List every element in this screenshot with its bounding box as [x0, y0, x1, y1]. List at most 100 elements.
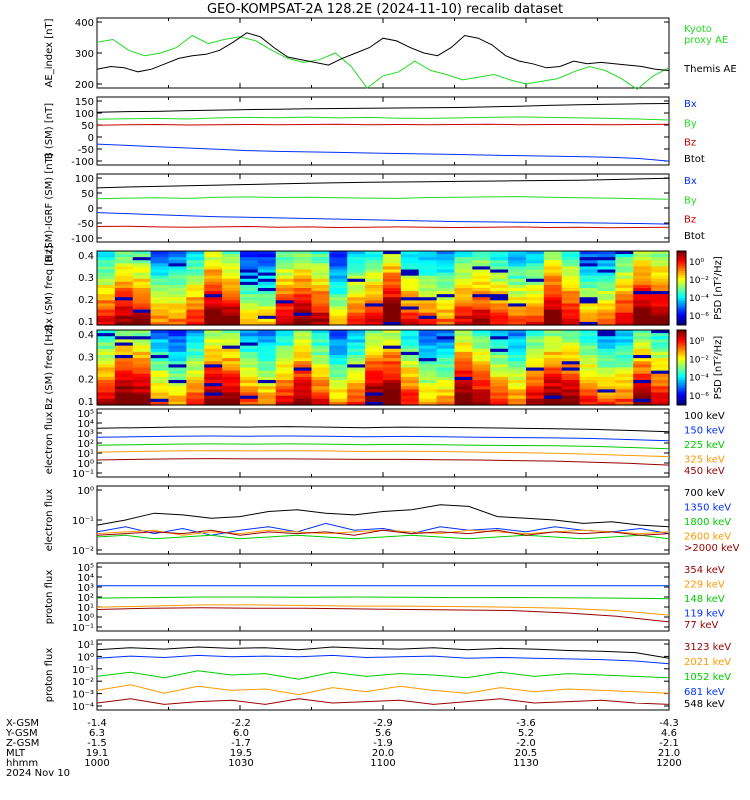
heatmap-cell: [204, 336, 223, 340]
heatmap-cell: [597, 370, 616, 375]
heatmap-cell: [240, 342, 259, 347]
heatmap-cell: [347, 254, 366, 258]
heatmap-cell: [472, 297, 491, 301]
heatmap-cell: [526, 272, 545, 277]
heatmap-cell: [418, 339, 438, 344]
heatmap-cell: [347, 392, 366, 397]
heatmap-cell: [240, 367, 259, 372]
heatmap-cell: [490, 398, 509, 403]
heatmap-cell: [400, 351, 420, 356]
legend-label: By: [684, 195, 697, 206]
heatmap-cell: [222, 284, 241, 289]
heatmap-cell: [579, 278, 599, 283]
heatmap-cell: [204, 342, 223, 347]
heatmap-cell: [257, 345, 277, 350]
heatmap-cell: [561, 386, 581, 390]
heatmap-cell: [293, 254, 313, 258]
heatmap-cell: [293, 300, 313, 305]
heatmap-cell: [400, 275, 420, 280]
heatmap-cell: [257, 284, 277, 289]
heatmap-cell: [311, 266, 330, 271]
heatmap-cell: [222, 266, 241, 271]
heatmap-cell: [579, 392, 599, 397]
colorbar-step: [677, 253, 686, 257]
heatmap-cell: [454, 321, 473, 326]
colorbar-step: [677, 375, 686, 378]
heatmap-cell: [651, 257, 670, 261]
heatmap-cell: [293, 389, 313, 394]
colorbar-step: [677, 315, 686, 319]
heatmap-cell: [579, 386, 599, 390]
heatmap-cell: [418, 291, 438, 295]
heatmap-cell: [383, 278, 402, 283]
heatmap-cell: [543, 383, 563, 387]
heatmap-cell: [329, 300, 348, 305]
colorbar-step: [677, 258, 686, 262]
heatmap-cell: [633, 318, 652, 323]
heatmap-cell: [561, 336, 581, 340]
heatmap-cell: [240, 312, 259, 317]
heatmap-cell: [561, 345, 581, 350]
heatmap-cell: [561, 364, 581, 369]
heatmap-cell: [633, 364, 652, 369]
heatmap-cell: [436, 336, 456, 340]
heatmap-cell: [293, 312, 313, 317]
colorbar-tick-label: 10⁻⁶: [689, 312, 709, 322]
heatmap-cell: [132, 389, 152, 394]
heatmap-cell: [365, 389, 384, 394]
panel-frame: [96, 173, 670, 243]
heatmap-cell: [472, 358, 491, 362]
y-tick-label: 0.1: [78, 397, 94, 408]
heatmap-cell: [293, 288, 313, 292]
heatmap-cell: [597, 306, 616, 311]
heatmap-cell: [257, 386, 277, 390]
heatmap-cell: [97, 355, 116, 359]
heatmap-cell: [615, 266, 634, 271]
heatmap-cell: [204, 351, 223, 356]
heatmap-cell: [347, 342, 366, 347]
heatmap-cell: [329, 269, 348, 274]
heatmap-cell: [651, 395, 670, 400]
colorbar-step: [677, 337, 686, 341]
heatmap-cell: [204, 284, 223, 289]
heatmap-cell: [633, 336, 652, 340]
heatmap-cell: [579, 367, 599, 372]
heatmap-cell: [472, 254, 491, 258]
heatmap-cell: [97, 269, 116, 274]
heatmap-cell: [97, 339, 116, 344]
heatmap-cell: [436, 345, 456, 350]
heatmap-cell: [418, 392, 438, 397]
heatmap-cell: [418, 355, 438, 359]
heatmap-cell: [168, 278, 187, 283]
heatmap-cell: [418, 364, 438, 369]
heatmap-cell: [311, 373, 330, 378]
heatmap-cell: [633, 351, 652, 356]
heatmap-cell: [526, 351, 545, 356]
heatmap-cell: [132, 315, 152, 320]
heatmap-cell: [114, 263, 134, 268]
heatmap-cell: [418, 398, 438, 403]
colorbar-step: [677, 278, 686, 282]
heatmap-cell: [311, 333, 330, 337]
heatmap-cell: [132, 294, 152, 298]
heatmap-cell: [508, 389, 527, 394]
y-tick-label: 10¹: [77, 603, 94, 614]
series-line: [96, 143, 670, 162]
heatmap-cell: [633, 370, 652, 375]
heatmap-cell: [186, 306, 205, 311]
heatmap-cell: [293, 376, 313, 381]
heatmap-cell: [383, 395, 402, 400]
heatmap-cell: [240, 288, 259, 292]
heatmap-cell: [418, 321, 438, 326]
heatmap-cell: [275, 370, 295, 375]
heatmap-cell: [97, 364, 116, 369]
heatmap-cell: [150, 389, 170, 394]
heatmap-cell: [490, 291, 509, 295]
heatmap-cell: [579, 395, 599, 400]
heatmap-cell: [615, 392, 634, 397]
heatmap-cell: [383, 351, 402, 356]
heatmap-cell: [329, 321, 348, 326]
heatmap-cell: [97, 251, 116, 255]
heatmap-cell: [400, 318, 420, 323]
heatmap-cell: [311, 358, 330, 362]
